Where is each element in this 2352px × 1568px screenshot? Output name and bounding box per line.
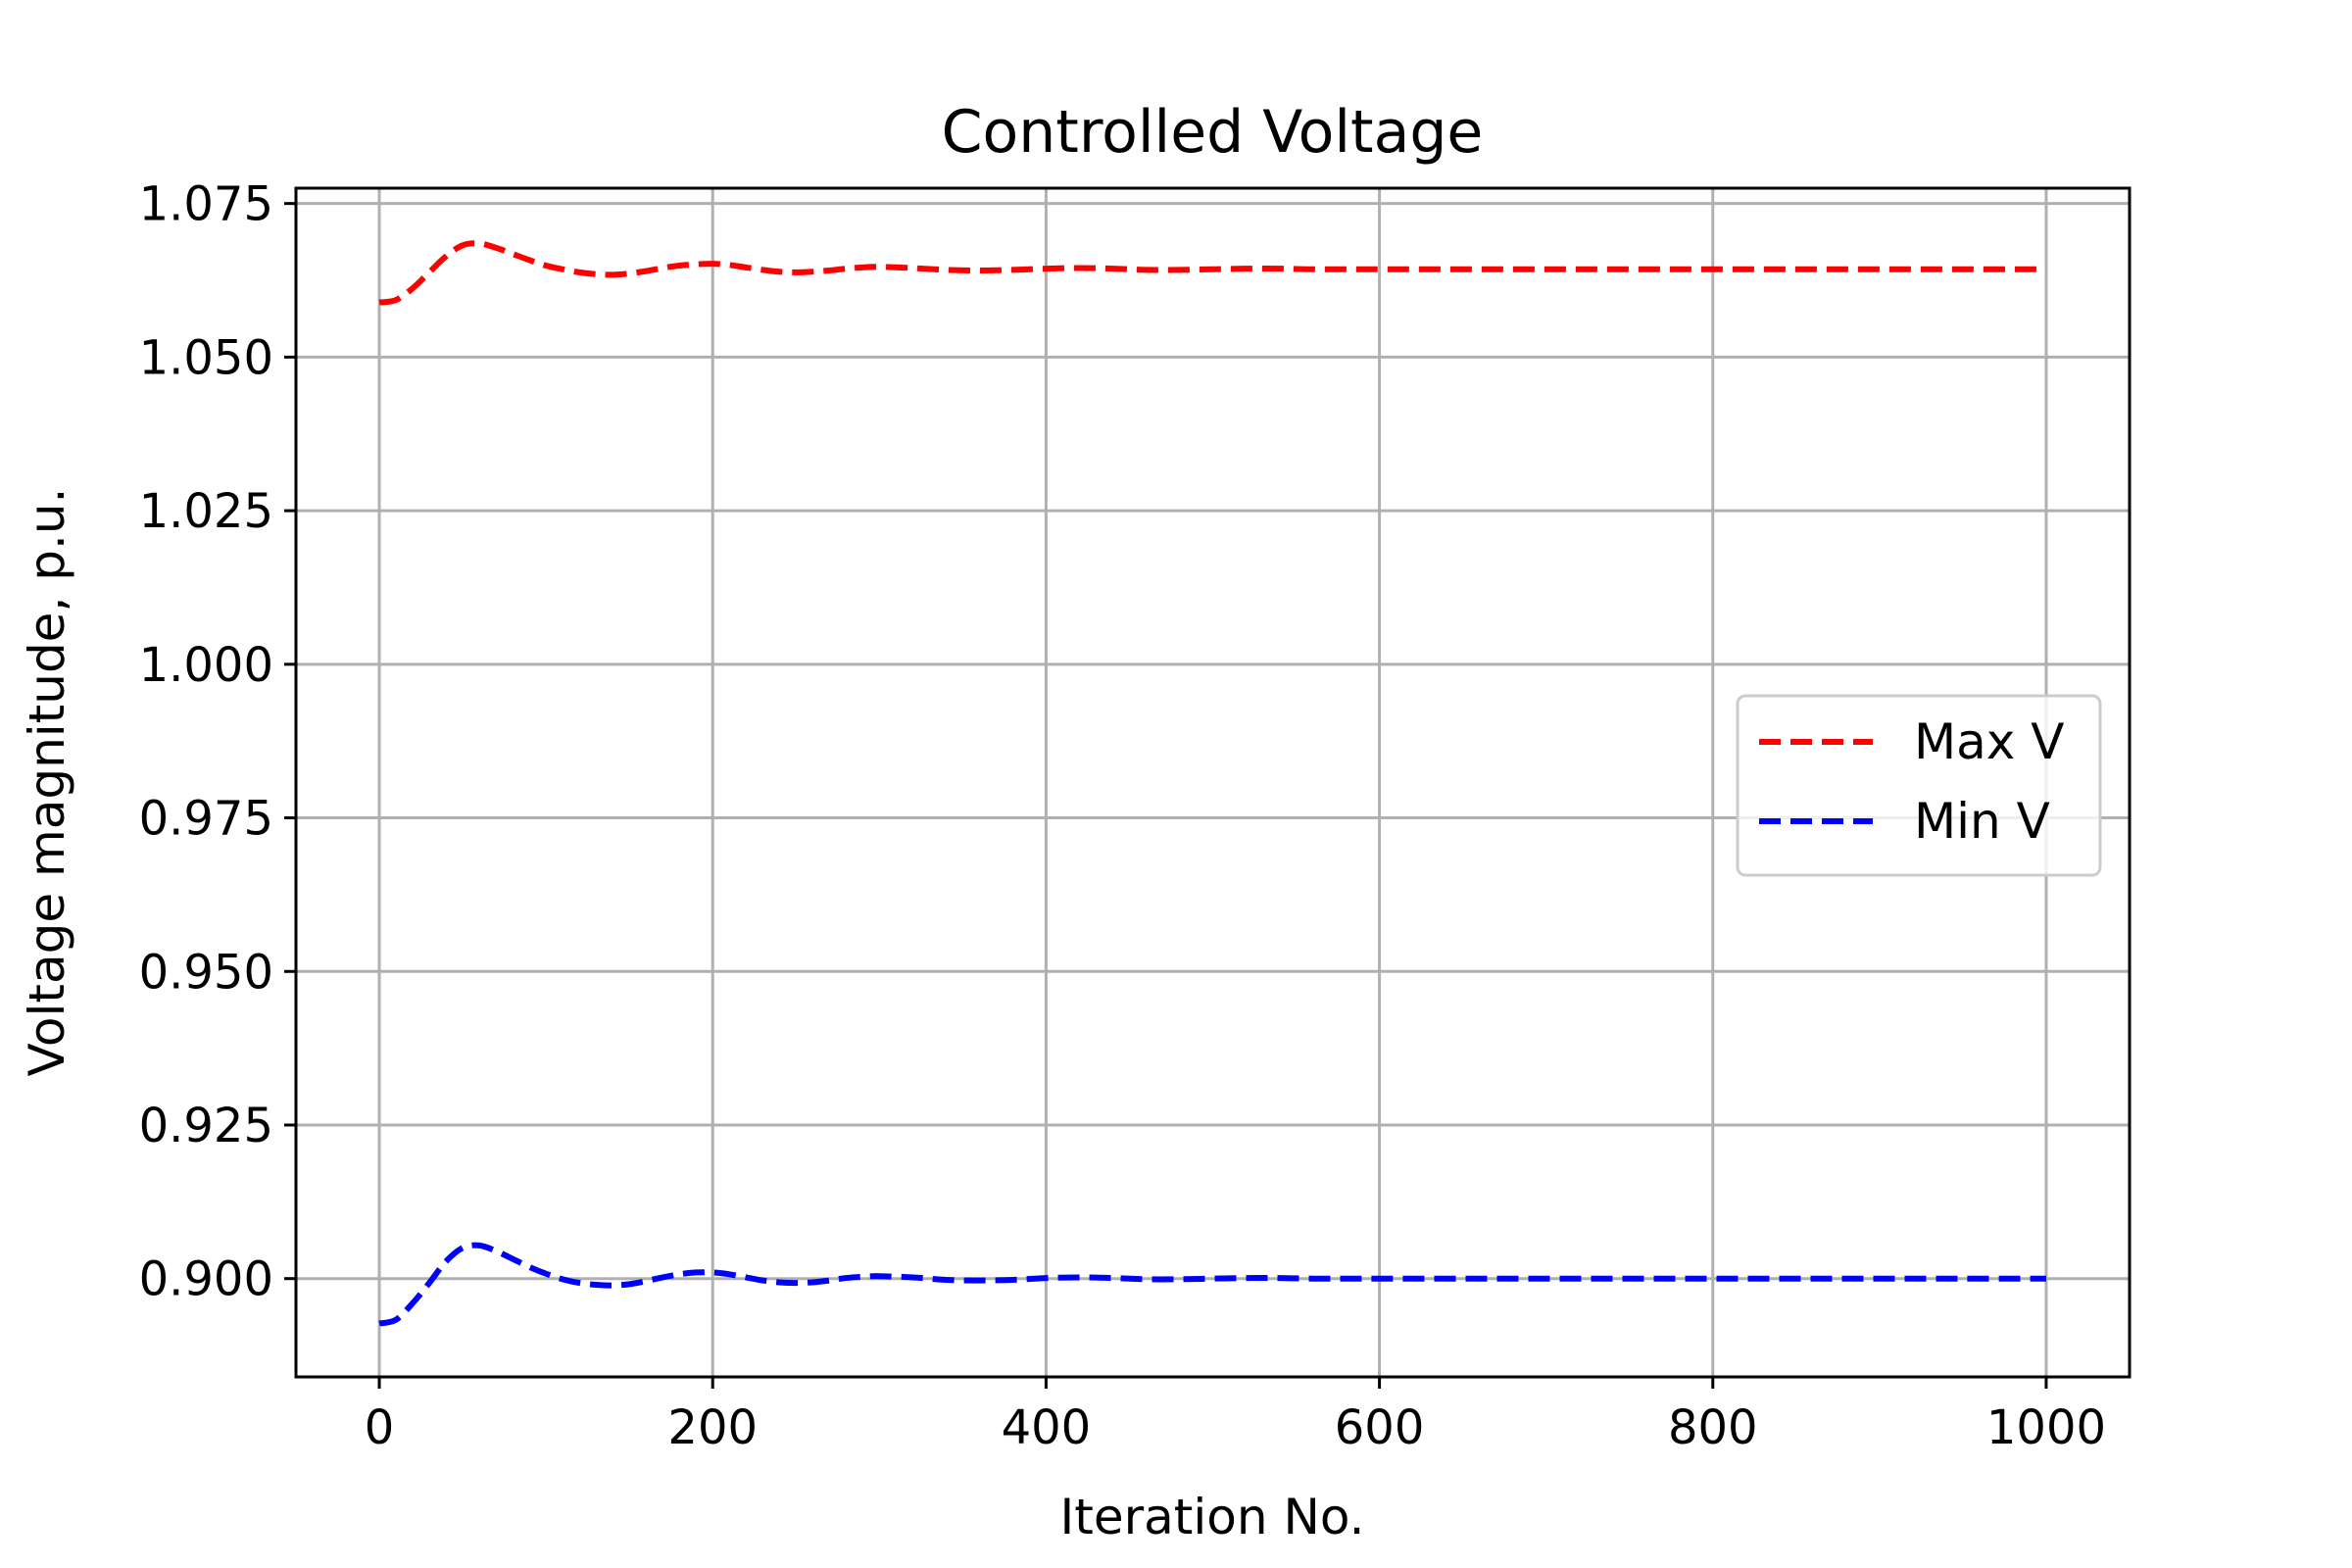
y-tick-label: 1.050 bbox=[139, 330, 273, 385]
series-layer bbox=[378, 240, 2046, 1327]
y-tick-label: 0.925 bbox=[139, 1099, 273, 1153]
x-tick-label: 800 bbox=[1668, 1400, 1758, 1455]
y-tick-label: 1.075 bbox=[139, 177, 273, 232]
legend: Max V Min V bbox=[1736, 694, 2102, 877]
legend-label-min-v: Min V bbox=[1914, 793, 2050, 850]
x-tick-label: 600 bbox=[1335, 1400, 1425, 1455]
y-tick-label: 0.900 bbox=[139, 1252, 273, 1307]
x-tick-label: 1000 bbox=[1986, 1400, 2106, 1455]
x-axis-label: Iteration No. bbox=[1060, 1489, 1365, 1545]
series-line-max-v bbox=[378, 240, 2046, 306]
chart-title: Controlled Voltage bbox=[942, 98, 1484, 167]
y-tick-label: 0.950 bbox=[139, 945, 273, 1000]
x-tick-label: 400 bbox=[1002, 1400, 1092, 1455]
x-tick-label: 0 bbox=[365, 1400, 395, 1455]
legend-label-max-v: Max V bbox=[1914, 713, 2064, 770]
series-line-min-v bbox=[378, 1242, 2046, 1327]
y-tick-label: 0.975 bbox=[139, 792, 273, 847]
x-axis: 0 200 400 600 800 1000 bbox=[365, 1377, 2106, 1455]
y-axis: 0.900 0.925 0.950 0.975 1.000 1.025 1.050 1.075 bbox=[139, 177, 296, 1307]
y-tick-label: 1.000 bbox=[139, 638, 273, 693]
y-tick-label: 1.025 bbox=[139, 484, 273, 539]
plot-frame bbox=[294, 186, 2132, 1379]
x-tick-label: 200 bbox=[667, 1400, 758, 1455]
y-axis-label: Voltage magnitude, p.u. bbox=[19, 488, 75, 1077]
